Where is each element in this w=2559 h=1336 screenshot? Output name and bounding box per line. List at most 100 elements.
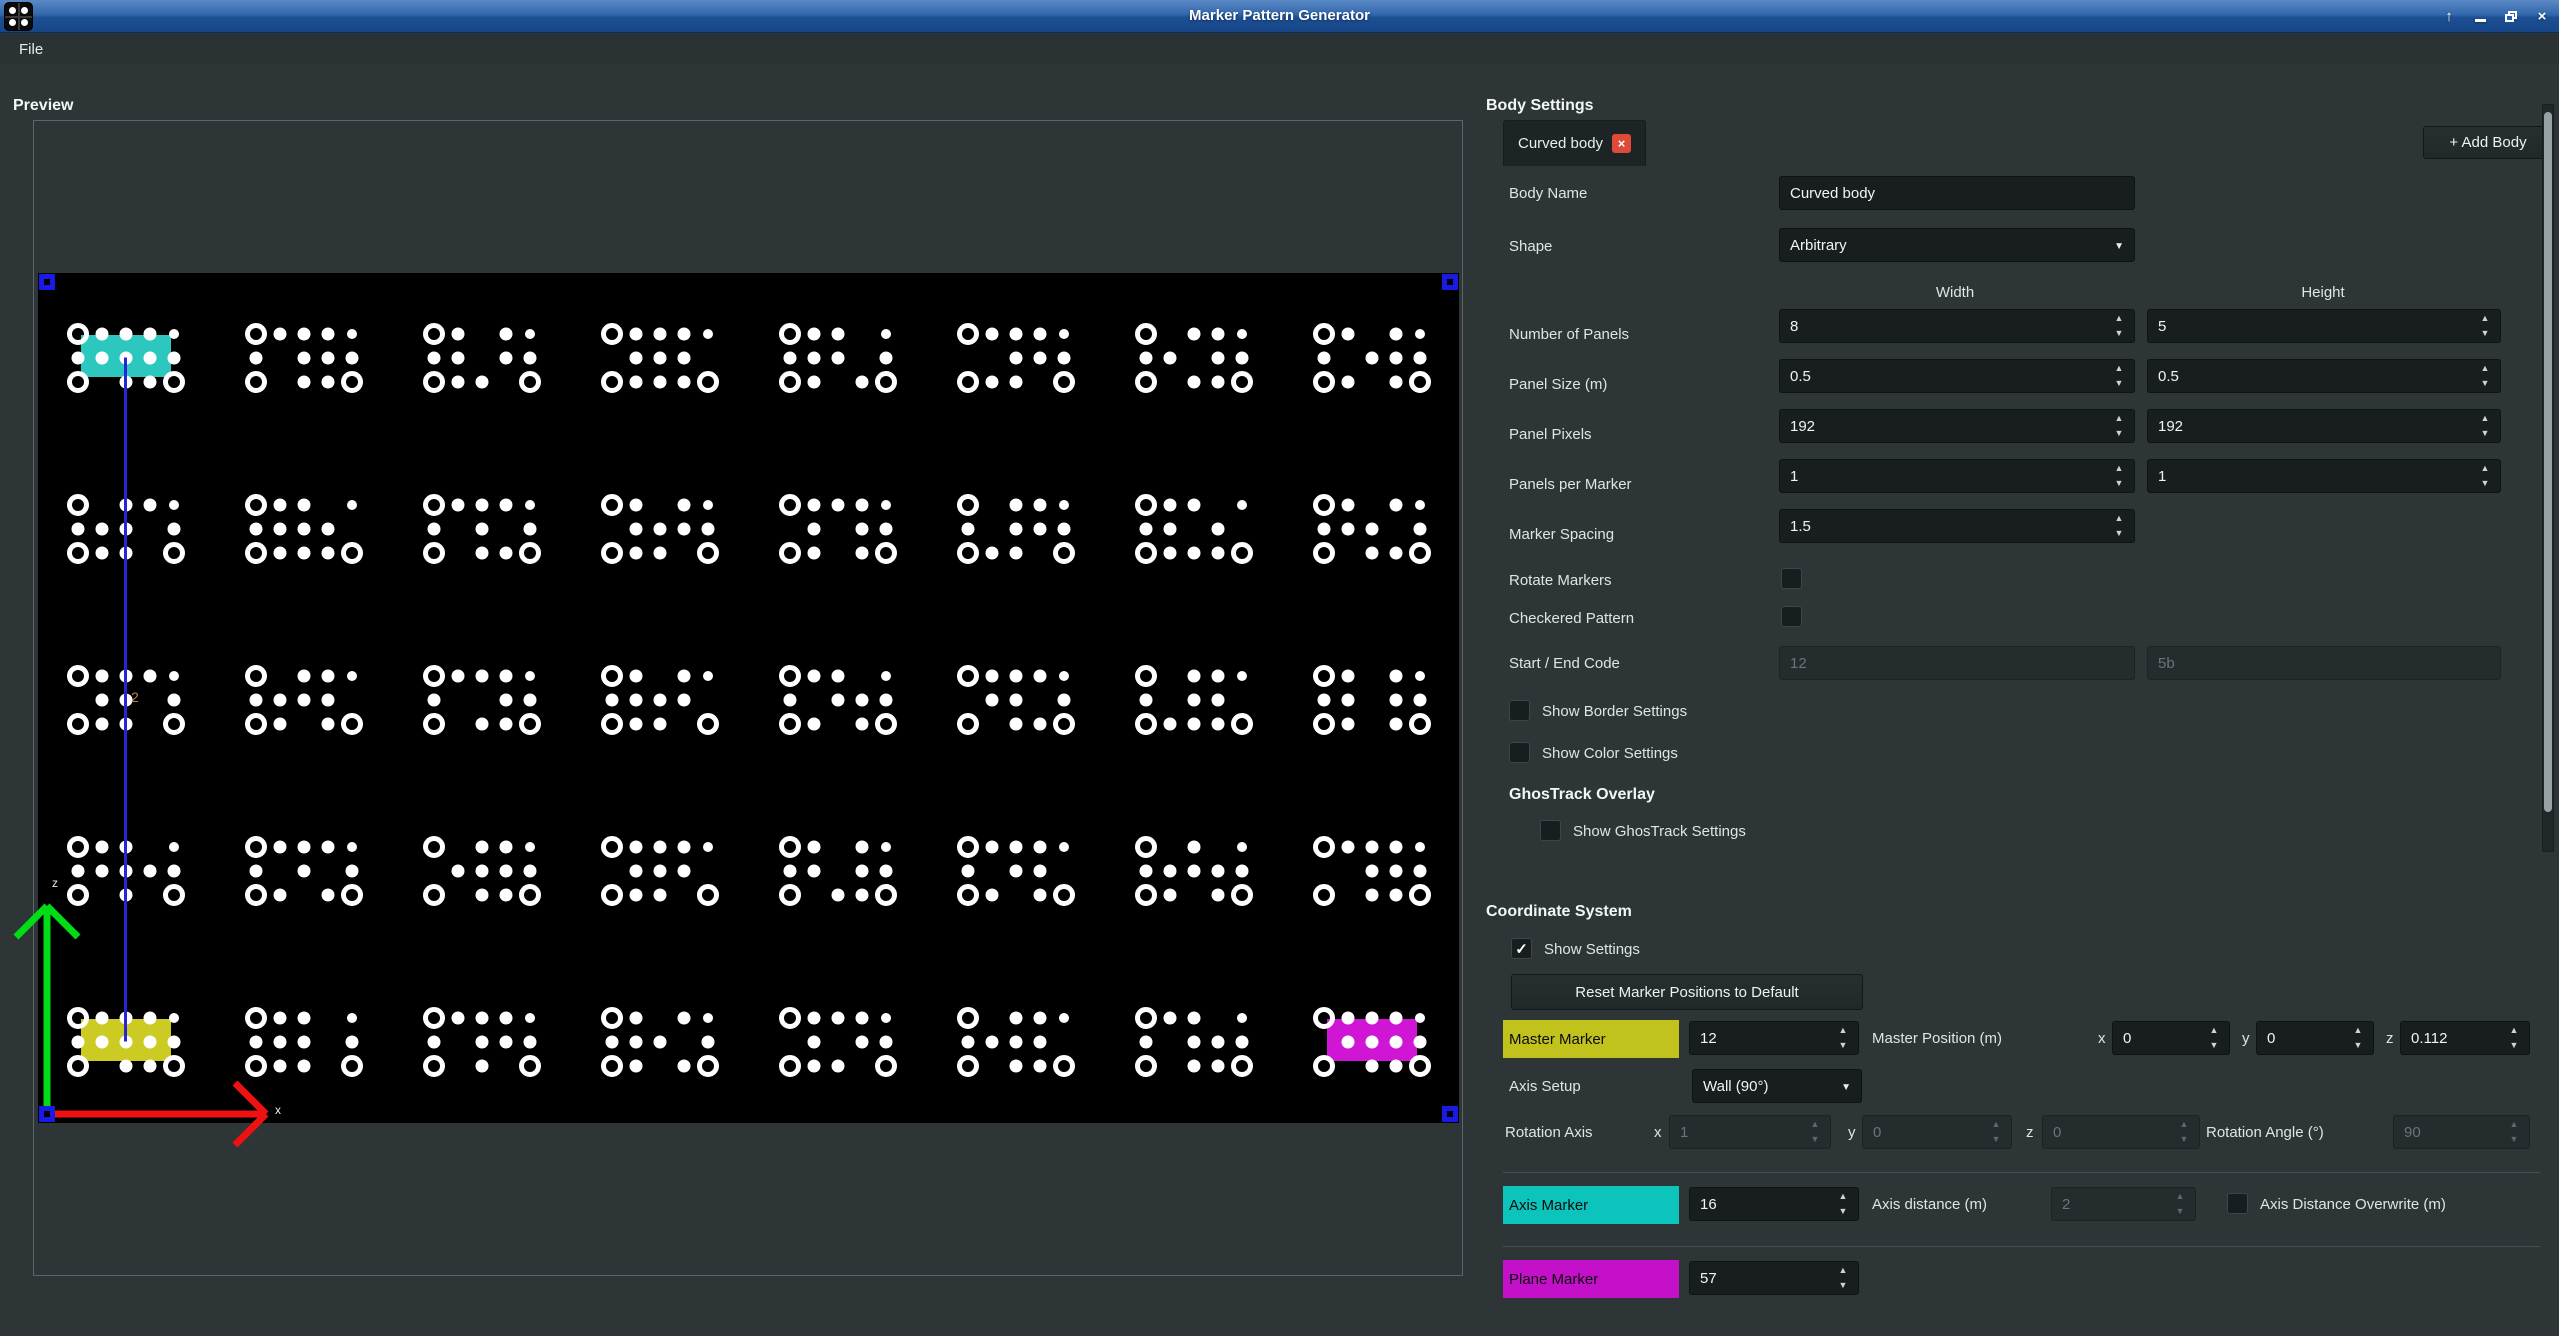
shade-button[interactable]: ↑ [2445, 8, 2453, 25]
panel-height-spinbox[interactable]: 1 ▲ ▼ [2147, 459, 2501, 493]
spin-arrows-icon[interactable]: ▲ ▼ [2353, 1025, 2363, 1050]
close-button[interactable]: × [2537, 8, 2547, 25]
marker[interactable] [422, 1006, 541, 1077]
menu-file[interactable]: File [19, 41, 44, 58]
axis-setup-dropdown[interactable]: Wall (90°) ▼ [1692, 1069, 1862, 1103]
show-settings-checkbox[interactable]: ✓ [1511, 938, 1532, 959]
marker[interactable] [244, 835, 363, 906]
marker[interactable] [1134, 664, 1253, 735]
rotation-angle-spinbox[interactable]: 90 ▲ ▼ [2393, 1115, 2530, 1149]
settings-scrollbar[interactable] [2542, 104, 2554, 852]
spin-arrows-icon[interactable]: ▲ ▼ [2209, 1025, 2219, 1050]
marker[interactable] [778, 664, 897, 735]
spin-arrows-icon[interactable]: ▲ ▼ [2114, 313, 2124, 338]
start-code-input[interactable]: 12 [1779, 646, 2135, 680]
marker[interactable] [600, 664, 719, 735]
rotate-markers-checkbox[interactable] [1781, 568, 1802, 589]
marker[interactable] [778, 493, 897, 564]
panel-height-spinbox[interactable]: 0.5 ▲ ▼ [2147, 359, 2501, 393]
marker[interactable] [1312, 835, 1431, 906]
panel-height-spinbox[interactable]: 192 ▲ ▼ [2147, 409, 2501, 443]
marker[interactable] [778, 1006, 897, 1077]
marker[interactable] [778, 835, 897, 906]
panel-width-spinbox[interactable]: 1.5 ▲ ▼ [1779, 509, 2135, 543]
checkered-pattern-checkbox[interactable] [1781, 606, 1802, 627]
add-body-button[interactable]: + Add Body [2423, 126, 2553, 159]
master-y-spinbox[interactable]: 0 ▲ ▼ [2256, 1021, 2374, 1055]
show-border-settings-checkbox[interactable] [1509, 700, 1530, 721]
marker[interactable] [422, 493, 541, 564]
panel-width-spinbox[interactable]: 192 ▲ ▼ [1779, 409, 2135, 443]
marker[interactable] [956, 835, 1075, 906]
canvas-handle-bottom-right[interactable] [1442, 1106, 1458, 1122]
marker[interactable] [66, 322, 185, 393]
marker[interactable] [1312, 664, 1431, 735]
reset-marker-positions-button[interactable]: Reset Marker Positions to Default [1511, 974, 1863, 1010]
panel-width-spinbox[interactable]: 8 ▲ ▼ [1779, 309, 2135, 343]
spin-arrows-icon[interactable]: ▲ ▼ [2509, 1025, 2519, 1050]
spin-arrows-icon[interactable]: ▲ ▼ [2114, 463, 2124, 488]
marker[interactable] [244, 1006, 363, 1077]
spin-arrows-icon[interactable]: ▲ ▼ [2480, 463, 2490, 488]
rotation-y-spinbox[interactable]: 0 ▲ ▼ [1862, 1115, 2012, 1149]
end-code-input[interactable]: 5b [2147, 646, 2501, 680]
marker[interactable] [66, 493, 185, 564]
marker[interactable] [778, 322, 897, 393]
pattern-canvas[interactable]: z x 2 [13, 273, 1459, 1148]
panel-height-spinbox[interactable]: 5 ▲ ▼ [2147, 309, 2501, 343]
spin-arrows-icon[interactable]: ▲ ▼ [2480, 363, 2490, 388]
panel-width-spinbox[interactable]: 1 ▲ ▼ [1779, 459, 2135, 493]
marker[interactable] [956, 664, 1075, 735]
marker[interactable] [600, 493, 719, 564]
shape-dropdown[interactable]: Arbitrary ▼ [1779, 228, 2135, 262]
marker[interactable] [600, 322, 719, 393]
canvas-handle-top-right[interactable] [1442, 274, 1458, 290]
spin-arrows-icon[interactable]: ▲ ▼ [2480, 413, 2490, 438]
marker[interactable] [956, 322, 1075, 393]
spin-arrows-icon[interactable]: ▲ ▼ [1838, 1191, 1848, 1216]
show-color-settings-checkbox[interactable] [1509, 742, 1530, 763]
spin-arrows-icon[interactable]: ▲ ▼ [2114, 513, 2124, 538]
marker[interactable] [1312, 322, 1431, 393]
marker[interactable] [1134, 322, 1253, 393]
rotation-z-spinbox[interactable]: 0 ▲ ▼ [2042, 1115, 2200, 1149]
spin-arrows-icon[interactable]: ▲ ▼ [2114, 363, 2124, 388]
spin-arrows-icon[interactable]: ▲ ▼ [2480, 313, 2490, 338]
marker[interactable] [1134, 493, 1253, 564]
spin-arrows-icon[interactable]: ▲ ▼ [1838, 1265, 1848, 1290]
marker[interactable] [1134, 1006, 1253, 1077]
marker[interactable] [600, 1006, 719, 1077]
marker[interactable] [422, 835, 541, 906]
marker[interactable] [600, 835, 719, 906]
rotation-x-spinbox[interactable]: 1 ▲ ▼ [1669, 1115, 1831, 1149]
marker[interactable] [244, 493, 363, 564]
show-ghostrack-settings-checkbox[interactable] [1540, 820, 1561, 841]
marker[interactable] [1134, 835, 1253, 906]
canvas-handle-bottom-left[interactable] [39, 1106, 55, 1122]
maximize-button[interactable] [2500, 6, 2522, 28]
plane-marker-spinbox[interactable]: 57 ▲ ▼ [1689, 1261, 1859, 1295]
settings-scrollbar-thumb[interactable] [2544, 112, 2552, 812]
title-bar[interactable]: Marker Pattern Generator ↑ × [0, 0, 2559, 33]
canvas-handle-top-left[interactable] [39, 274, 55, 290]
minimize-button[interactable] [2469, 6, 2491, 28]
axis-distance-overwrite-checkbox[interactable] [2227, 1193, 2248, 1214]
spin-arrows-icon[interactable]: ▲ ▼ [1838, 1025, 1848, 1050]
spin-arrows-icon[interactable]: ▲ ▼ [2114, 413, 2124, 438]
app-icon[interactable] [4, 2, 33, 31]
axis-marker-spinbox[interactable]: 16 ▲ ▼ [1689, 1187, 1859, 1221]
axis-distance-spinbox[interactable]: 2 ▲ ▼ [2051, 1187, 2196, 1221]
body-name-input[interactable]: Curved body [1779, 176, 2135, 210]
marker[interactable] [422, 664, 541, 735]
marker[interactable] [1312, 493, 1431, 564]
marker[interactable] [1312, 1006, 1431, 1077]
marker[interactable] [244, 664, 363, 735]
master-marker-spinbox[interactable]: 12 ▲ ▼ [1689, 1021, 1859, 1055]
master-z-spinbox[interactable]: 0.112 ▲ ▼ [2400, 1021, 2530, 1055]
marker[interactable] [422, 322, 541, 393]
marker[interactable] [956, 1006, 1075, 1077]
marker[interactable] [66, 835, 185, 906]
marker[interactable] [956, 493, 1075, 564]
marker[interactable] [244, 322, 363, 393]
tab-close-icon[interactable]: × [1612, 134, 1632, 153]
